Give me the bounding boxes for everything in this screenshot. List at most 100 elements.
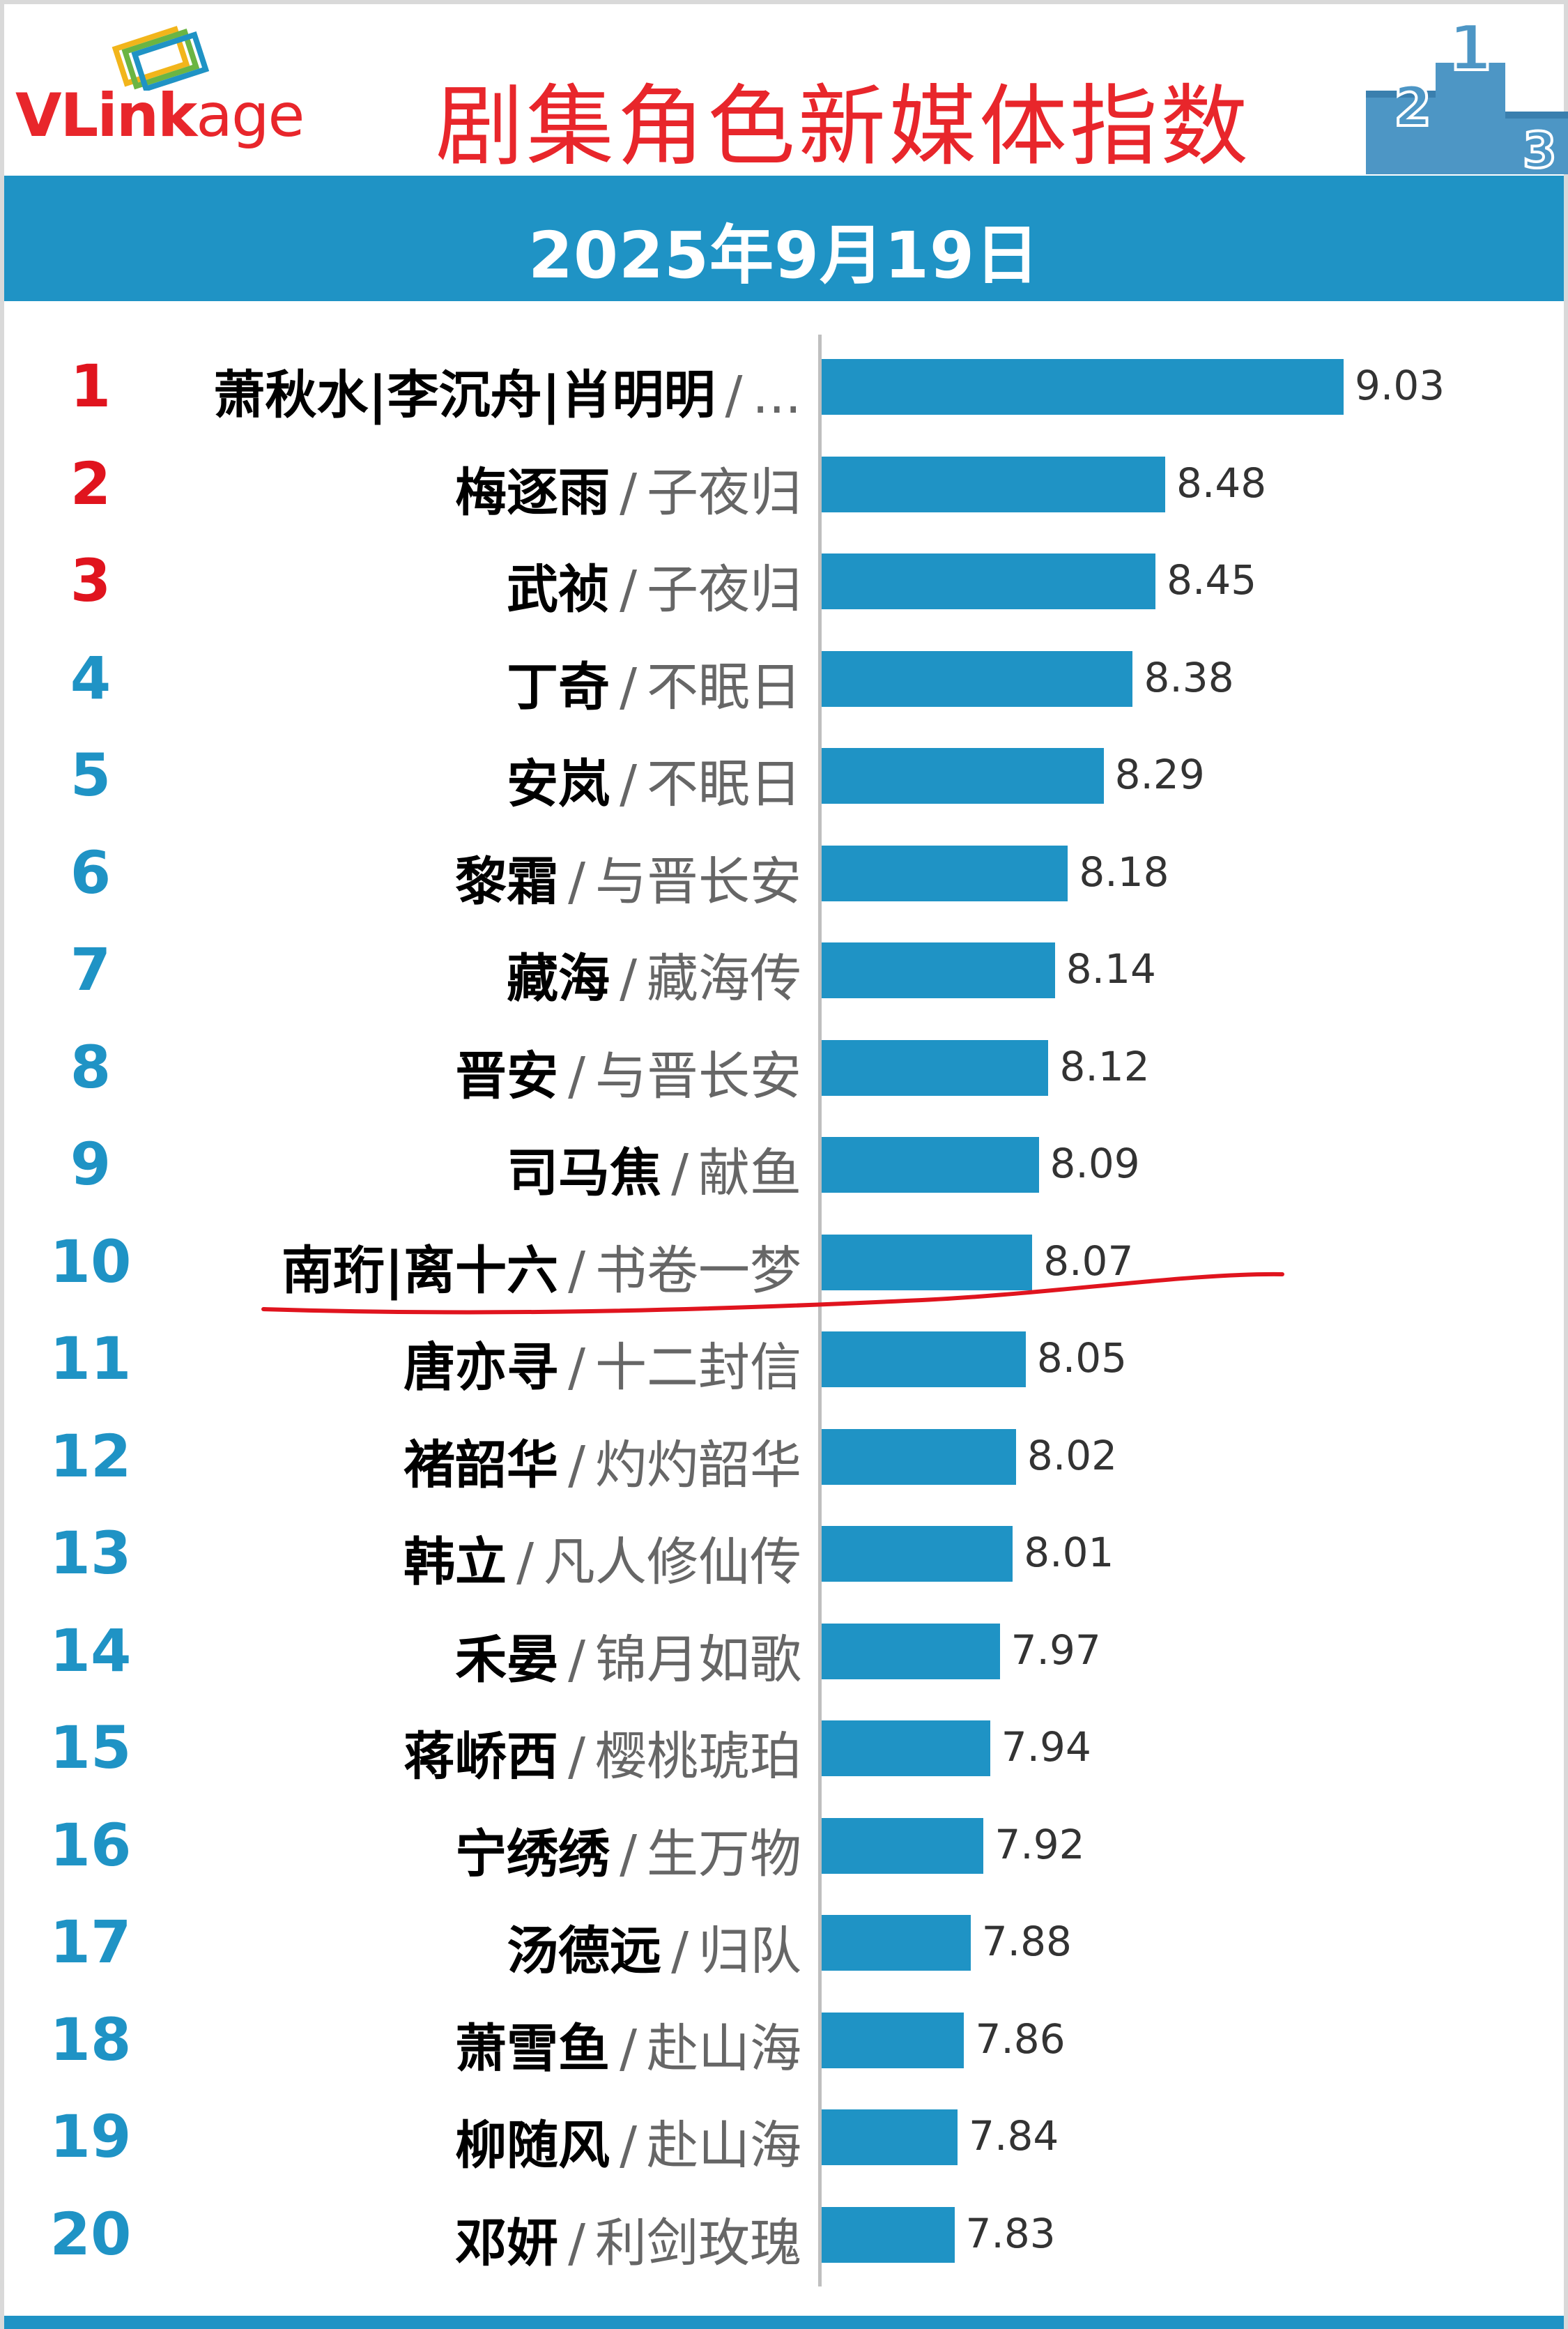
row-label: 宁绣绣 / 生万物 (455, 1812, 801, 1887)
row-label: 晋安 / 与晋长安 (455, 1034, 801, 1109)
separator: / (568, 1046, 585, 1106)
drama-title: 赴山海 (647, 2116, 801, 2176)
rank-number: 4 (70, 643, 112, 712)
logo-wordmark: VLinkage (15, 81, 305, 151)
row-label: 柳随风 / 赴山海 (455, 2104, 801, 2178)
separator: / (568, 1338, 585, 1398)
row-label: 唐亦寻 / 十二封信 (403, 1326, 801, 1400)
rank-number: 12 (49, 1421, 132, 1490)
rank-number: 13 (49, 1519, 132, 1587)
drama-title: 锦月如歌 (595, 1629, 801, 1690)
character-name: 褚韶华 (403, 1435, 559, 1495)
row-label: 邓妍 / 利剑玫瑰 (455, 2201, 801, 2276)
drama-title: 生万物 (647, 1824, 801, 1884)
bar-value-label: 7.97 (1010, 1626, 1101, 1674)
vlinkage-logo-icon (112, 26, 210, 91)
bar-value-label: 8.05 (1036, 1334, 1128, 1382)
separator: / (620, 657, 637, 717)
separator: / (568, 1240, 585, 1301)
logo-suffix: age (196, 81, 305, 151)
bar-value-label: 8.09 (1050, 1140, 1140, 1187)
row-label: 汤德远 / 归队 (507, 1909, 801, 1984)
bar (821, 1720, 990, 1776)
footer-bar (4, 2316, 1564, 2329)
bar (821, 845, 1068, 901)
bar-value-label: 7.94 (1001, 1723, 1091, 1771)
drama-title: 灼灼韶华 (595, 1435, 801, 1495)
drama-title: 藏海传 (647, 949, 801, 1009)
chart-axis (818, 335, 822, 2286)
bar (821, 1234, 1033, 1290)
row-label: 韩立 / 凡人修仙传 (403, 1520, 801, 1595)
drama-title: 与晋长安 (595, 1046, 801, 1106)
row-label: 梅逐雨 / 子夜归 (455, 451, 801, 526)
rank-number: 2 (70, 449, 112, 518)
separator: / (568, 2213, 585, 2273)
separator: / (620, 754, 637, 814)
separator: / (620, 560, 637, 620)
separator: / (620, 2116, 637, 2176)
bar-value-label: 7.88 (981, 1918, 1072, 1965)
separator: / (620, 2018, 637, 2079)
bar-value-label: 8.02 (1027, 1431, 1118, 1479)
bar (821, 1915, 971, 1971)
drama-title: ... (752, 365, 801, 425)
row-label: 黎霜 / 与晋长安 (455, 840, 801, 915)
rank-number: 16 (49, 1810, 132, 1879)
character-name: 南珩|离十六 (282, 1240, 559, 1301)
bar (821, 2012, 964, 2068)
separator: / (568, 1629, 585, 1690)
row-label: 南珩|离十六 / 书卷一梦 (282, 1229, 801, 1304)
podium-label-1: 1 (1448, 21, 1492, 85)
drama-title: 书卷一梦 (595, 1240, 801, 1301)
date-label: 2025年9月19日 (528, 218, 1040, 293)
rank-number: 3 (70, 547, 112, 615)
drama-title: 献鱼 (698, 1143, 801, 1203)
separator: / (568, 1727, 585, 1787)
row-label: 藏海 / 藏海传 (507, 937, 801, 1011)
character-name: 蒋峤西 (403, 1727, 559, 1787)
character-name: 黎霜 (455, 851, 559, 912)
logo-main: VLink (15, 81, 197, 151)
page-title: 剧集角色新媒体指数 (436, 75, 1251, 178)
drama-title: 十二封信 (595, 1338, 801, 1398)
podium-label-2: 2 (1394, 76, 1431, 139)
bar (821, 1039, 1049, 1096)
rank-number: 10 (49, 1227, 132, 1296)
rank-number: 14 (49, 1616, 132, 1685)
character-name: 丁奇 (507, 657, 610, 717)
bar-value-label: 8.38 (1144, 653, 1234, 701)
drama-title: 不眠日 (647, 657, 801, 717)
character-name: 汤德远 (507, 1921, 662, 1981)
bar-value-label: 8.12 (1059, 1042, 1150, 1090)
bar-value-label: 7.92 (994, 1820, 1085, 1868)
character-name: 安岚 (507, 754, 610, 814)
bar (821, 942, 1055, 998)
bar-value-label: 8.45 (1167, 556, 1257, 604)
drama-title: 凡人修仙传 (544, 1532, 801, 1592)
bar (821, 2109, 958, 2165)
bar (821, 1526, 1013, 1582)
drama-title: 不眠日 (647, 754, 801, 814)
character-name: 禾晏 (455, 1629, 559, 1690)
row-label: 萧雪鱼 / 赴山海 (455, 2007, 801, 2082)
character-name: 萧雪鱼 (455, 2018, 610, 2079)
drama-title: 与晋长安 (595, 851, 801, 912)
bar-value-label: 8.48 (1176, 459, 1267, 507)
rank-number: 5 (70, 741, 112, 809)
bar-value-label: 7.84 (969, 2112, 1059, 2160)
character-name: 邓妍 (455, 2213, 559, 2273)
separator: / (725, 365, 743, 425)
drama-title: 子夜归 (647, 462, 801, 523)
character-name: 梅逐雨 (455, 462, 610, 523)
bar (821, 2206, 955, 2263)
bar-value-label: 8.18 (1079, 848, 1169, 896)
character-name: 晋安 (455, 1046, 559, 1106)
separator: / (620, 949, 637, 1009)
rank-number: 18 (49, 2005, 132, 2074)
row-label: 萧秋水|李沉舟|肖明明 /... (213, 353, 801, 428)
separator: / (671, 1921, 689, 1981)
bar (821, 359, 1344, 415)
bar-value-label: 7.83 (965, 2209, 1056, 2257)
